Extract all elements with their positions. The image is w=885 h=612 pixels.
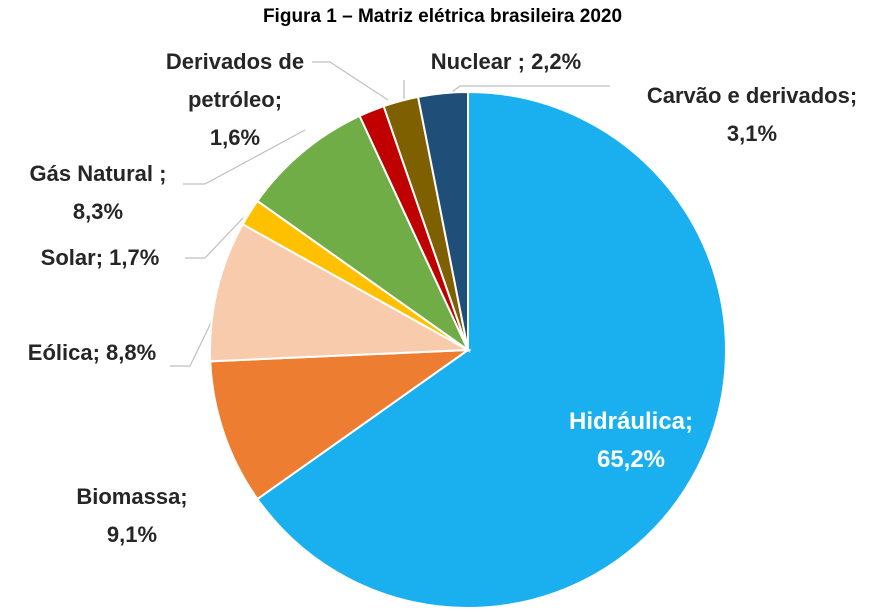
value-label: 1,6% — [209, 125, 261, 150]
value-label: 8,3% — [72, 199, 124, 224]
chart-title: Figura 1 – Matriz elétrica brasileira 20… — [262, 6, 623, 27]
leader-line — [183, 129, 306, 185]
pie-slice — [255, 90, 727, 609]
slice-label: Carvão e derivados; 3,1% — [647, 77, 857, 153]
category-label: Derivados de petróleo; — [165, 49, 305, 112]
value-label: 65,2% — [596, 446, 666, 473]
slice-label: Gás Natural ; 8,3% — [30, 155, 167, 231]
value-label: 8,8% — [106, 340, 157, 365]
slice-label: Biomassa; 9,1% — [76, 478, 187, 554]
pie-slice — [255, 114, 471, 353]
leader-line — [185, 217, 244, 259]
category-label: Biomassa; — [76, 484, 188, 509]
category-label: Gás Natural ; — [29, 161, 167, 186]
value-label: 3,1% — [726, 121, 778, 146]
category-label: Eólica; — [27, 340, 100, 365]
value-label: 2,2% — [531, 49, 582, 74]
slice-label: Solar; 1,7% — [41, 239, 160, 277]
pie-slice — [416, 90, 469, 351]
slice-label: Derivados de petróleo; 1,6% — [135, 43, 335, 157]
category-label: Solar; — [40, 245, 104, 270]
pie-slice — [209, 222, 472, 363]
value-label: 1,7% — [109, 245, 160, 270]
slice-label: Nuclear ; 2,2% — [431, 43, 581, 81]
slice-label: Hidráulica; 65,2% — [569, 403, 693, 479]
leader-line — [312, 61, 389, 101]
pie-slice — [209, 348, 472, 501]
category-label: Carvão e derivados; — [646, 83, 858, 108]
category-label: Nuclear ; — [430, 49, 525, 74]
category-label: Hidráulica; — [568, 408, 694, 435]
slice-label: Eólica; 8,8% — [28, 334, 156, 372]
value-label: 9,1% — [106, 522, 158, 547]
